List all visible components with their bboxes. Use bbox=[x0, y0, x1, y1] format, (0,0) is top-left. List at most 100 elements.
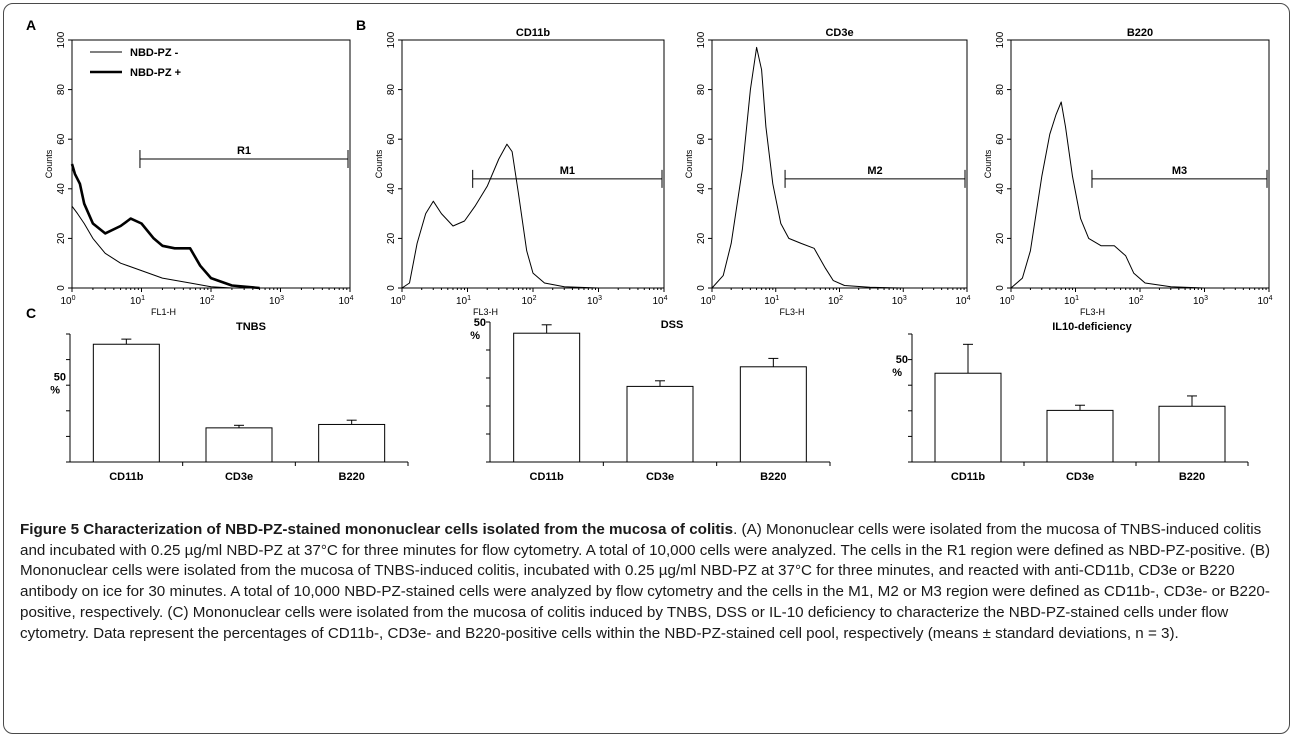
x-tick-exponent: 0 bbox=[72, 295, 76, 302]
x-tick-label: 103 bbox=[587, 295, 602, 307]
y-tick-label: 80 bbox=[56, 84, 67, 96]
x-tick-exponent: 1 bbox=[141, 295, 145, 302]
y-tick-label: 40 bbox=[995, 183, 1006, 195]
bar-chart-1: 50% TNBS CD11b CD3e B220 bbox=[50, 321, 409, 483]
x-tick-label: 104 bbox=[652, 295, 667, 307]
category-label: B220 bbox=[339, 471, 365, 483]
gate-label: M3 bbox=[1172, 165, 1187, 177]
y-tick-label: 100 bbox=[696, 31, 707, 48]
y-tick-label: 60 bbox=[696, 133, 707, 145]
x-axis-label: FL1-H bbox=[151, 307, 176, 317]
bar-cd3e bbox=[626, 385, 694, 463]
legend-label: NBD-PZ - bbox=[130, 47, 179, 59]
legend-label: NBD-PZ + bbox=[130, 67, 181, 79]
histogram-series bbox=[711, 46, 904, 289]
x-tick-exponent: 3 bbox=[1204, 295, 1208, 302]
x-tick-label: 100 bbox=[999, 295, 1014, 307]
x-tick-exponent: 0 bbox=[402, 295, 406, 302]
bar-cd11b bbox=[92, 343, 160, 463]
y-unit-label: % bbox=[50, 385, 60, 397]
x-tick-label: 102 bbox=[1128, 295, 1143, 307]
plot-frame bbox=[711, 39, 968, 289]
histogram-title: B220 bbox=[1127, 27, 1153, 39]
x-tick-exponent: 3 bbox=[598, 295, 602, 302]
y-tick-label: 60 bbox=[386, 133, 397, 145]
y-tick-label: 0 bbox=[696, 285, 707, 291]
bar-chart-title: IL10-deficiency bbox=[1052, 321, 1132, 333]
figure-frame: A B C 0 20 40 60 80 100 100 101 102 103 104 FL1-H Co… bbox=[3, 3, 1290, 734]
y-tick-label: 0 bbox=[56, 285, 67, 291]
y-tick-label: 40 bbox=[56, 183, 67, 195]
histogram-title: CD3e bbox=[825, 27, 853, 39]
bar-chart-2: 50% DSS CD11b CD3e B220 bbox=[470, 317, 831, 483]
x-tick-exponent: 0 bbox=[1011, 295, 1015, 302]
bar-cd11b bbox=[513, 332, 581, 463]
category-label: CD11b bbox=[951, 471, 986, 483]
x-tick-exponent: 3 bbox=[903, 295, 907, 302]
x-tick-exponent: 0 bbox=[712, 295, 716, 302]
x-tick-exponent: 2 bbox=[533, 295, 537, 302]
bar-chart-title: DSS bbox=[661, 319, 684, 331]
y-tick-label: 20 bbox=[995, 232, 1006, 244]
y-tick-label: 0 bbox=[995, 285, 1006, 291]
x-tick-label: 101 bbox=[456, 295, 471, 307]
y-tick-label: 80 bbox=[995, 84, 1006, 96]
y-unit-label: % bbox=[892, 367, 902, 379]
panel-letter-b: B bbox=[356, 17, 366, 33]
panel-letter-a: A bbox=[26, 17, 36, 33]
histogram-series bbox=[70, 163, 260, 290]
x-tick-exponent: 1 bbox=[1075, 295, 1079, 302]
plot-frame bbox=[71, 39, 351, 289]
x-tick-label: 100 bbox=[700, 295, 715, 307]
x-tick-label: 101 bbox=[130, 295, 145, 307]
x-tick-exponent: 2 bbox=[1140, 295, 1144, 302]
y-tick-label: 100 bbox=[386, 31, 397, 48]
x-tick-exponent: 3 bbox=[280, 295, 284, 302]
x-tick-label: 103 bbox=[1193, 295, 1208, 307]
x-tick-label: 104 bbox=[1257, 295, 1272, 307]
x-tick-label: 101 bbox=[1064, 295, 1079, 307]
x-tick-label: 100 bbox=[60, 295, 75, 307]
figure-caption: Figure 5 Characterization of NBD-PZ-stai… bbox=[20, 520, 1282, 644]
y-tick-label: 20 bbox=[56, 232, 67, 244]
category-label: B220 bbox=[760, 471, 786, 483]
y-tick-label: 50 bbox=[54, 372, 66, 384]
histogram-series bbox=[1010, 101, 1205, 289]
bar-chart-title: TNBS bbox=[236, 321, 266, 333]
y-tick-label: 80 bbox=[696, 84, 707, 96]
x-tick-exponent: 4 bbox=[664, 295, 668, 302]
x-tick-label: 103 bbox=[269, 295, 284, 307]
y-axis-label: Counts bbox=[44, 149, 54, 178]
y-tick-label: 0 bbox=[386, 285, 397, 291]
category-label: CD11b bbox=[109, 471, 144, 483]
x-tick-label: 102 bbox=[828, 295, 843, 307]
y-tick-label: 50 bbox=[474, 317, 486, 329]
x-tick-exponent: 1 bbox=[775, 295, 779, 302]
gate-label: R1 bbox=[237, 145, 251, 157]
x-tick-label: 104 bbox=[338, 295, 353, 307]
category-label: B220 bbox=[1179, 471, 1205, 483]
x-tick-exponent: 4 bbox=[967, 295, 971, 302]
gate-label: M2 bbox=[867, 165, 882, 177]
y-axis-label: Counts bbox=[983, 149, 993, 178]
bar-cd3e bbox=[1046, 409, 1114, 463]
x-tick-exponent: 2 bbox=[211, 295, 215, 302]
y-unit-label: % bbox=[470, 330, 480, 342]
category-label: CD11b bbox=[530, 471, 565, 483]
x-tick-exponent: 4 bbox=[350, 295, 354, 302]
y-tick-label: 60 bbox=[995, 133, 1006, 145]
x-tick-label: 103 bbox=[892, 295, 907, 307]
plot-frame bbox=[1010, 39, 1270, 289]
category-label: CD3e bbox=[1066, 471, 1094, 483]
y-tick-label: 40 bbox=[386, 183, 397, 195]
y-axis-label: Counts bbox=[684, 149, 694, 178]
x-tick-exponent: 2 bbox=[839, 295, 843, 302]
caption-body: . (A) Mononuclear cells were isolated fr… bbox=[20, 521, 1271, 642]
x-tick-label: 102 bbox=[521, 295, 536, 307]
x-tick-label: 102 bbox=[199, 295, 214, 307]
